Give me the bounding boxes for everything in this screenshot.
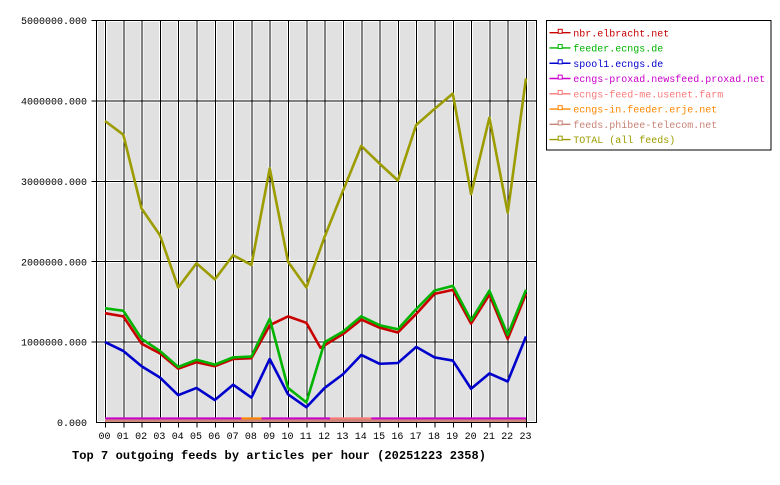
svg-text:02: 02 (135, 432, 147, 443)
svg-text:17: 17 (410, 432, 422, 443)
svg-text:2000000.000: 2000000.000 (21, 258, 87, 269)
svg-text:20: 20 (465, 432, 477, 443)
svg-text:05: 05 (190, 432, 202, 443)
svg-text:1000000.000: 1000000.000 (21, 339, 87, 350)
svg-text:23: 23 (520, 432, 532, 443)
svg-text:21: 21 (483, 432, 495, 443)
svg-text:03: 03 (153, 432, 165, 443)
svg-text:Top 7 outgoing feeds by articl: Top 7 outgoing feeds by articles per hou… (72, 449, 486, 463)
svg-text:ecngs-in.feeder.erje.net: ecngs-in.feeder.erje.net (573, 105, 717, 117)
svg-text:08: 08 (245, 432, 257, 443)
svg-text:07: 07 (227, 432, 239, 443)
svg-text:04: 04 (172, 432, 184, 443)
svg-text:09: 09 (263, 432, 275, 443)
svg-text:feeds.phibee-telecom.net: feeds.phibee-telecom.net (573, 120, 717, 132)
svg-text:12: 12 (318, 432, 330, 443)
svg-text:16: 16 (391, 432, 403, 443)
svg-text:22: 22 (501, 432, 513, 443)
svg-text:14: 14 (355, 432, 367, 443)
svg-text:ecngs-proxad.newsfeed.proxad.n: ecngs-proxad.newsfeed.proxad.net (573, 74, 765, 86)
svg-text:feeder.ecngs.de: feeder.ecngs.de (573, 44, 663, 56)
svg-text:spool1.ecngs.de: spool1.ecngs.de (573, 59, 663, 71)
svg-text:11: 11 (300, 432, 312, 443)
svg-text:15: 15 (373, 432, 385, 443)
svg-text:0.000: 0.000 (57, 419, 87, 430)
svg-text:13: 13 (337, 432, 349, 443)
svg-text:06: 06 (208, 432, 220, 443)
svg-text:19: 19 (446, 432, 458, 443)
svg-text:5000000.000: 5000000.000 (21, 17, 87, 28)
svg-text:3000000.000: 3000000.000 (21, 178, 87, 189)
svg-text:18: 18 (428, 432, 440, 443)
svg-text:10: 10 (282, 432, 294, 443)
svg-text:4000000.000: 4000000.000 (21, 98, 87, 109)
svg-text:nbr.elbracht.net: nbr.elbracht.net (573, 28, 669, 40)
svg-text:01: 01 (117, 432, 129, 443)
svg-text:ecngs-feed-me.usenet.farm: ecngs-feed-me.usenet.farm (573, 89, 723, 101)
svg-text:00: 00 (99, 432, 111, 443)
svg-text:TOTAL (all feeds): TOTAL (all feeds) (573, 135, 675, 147)
